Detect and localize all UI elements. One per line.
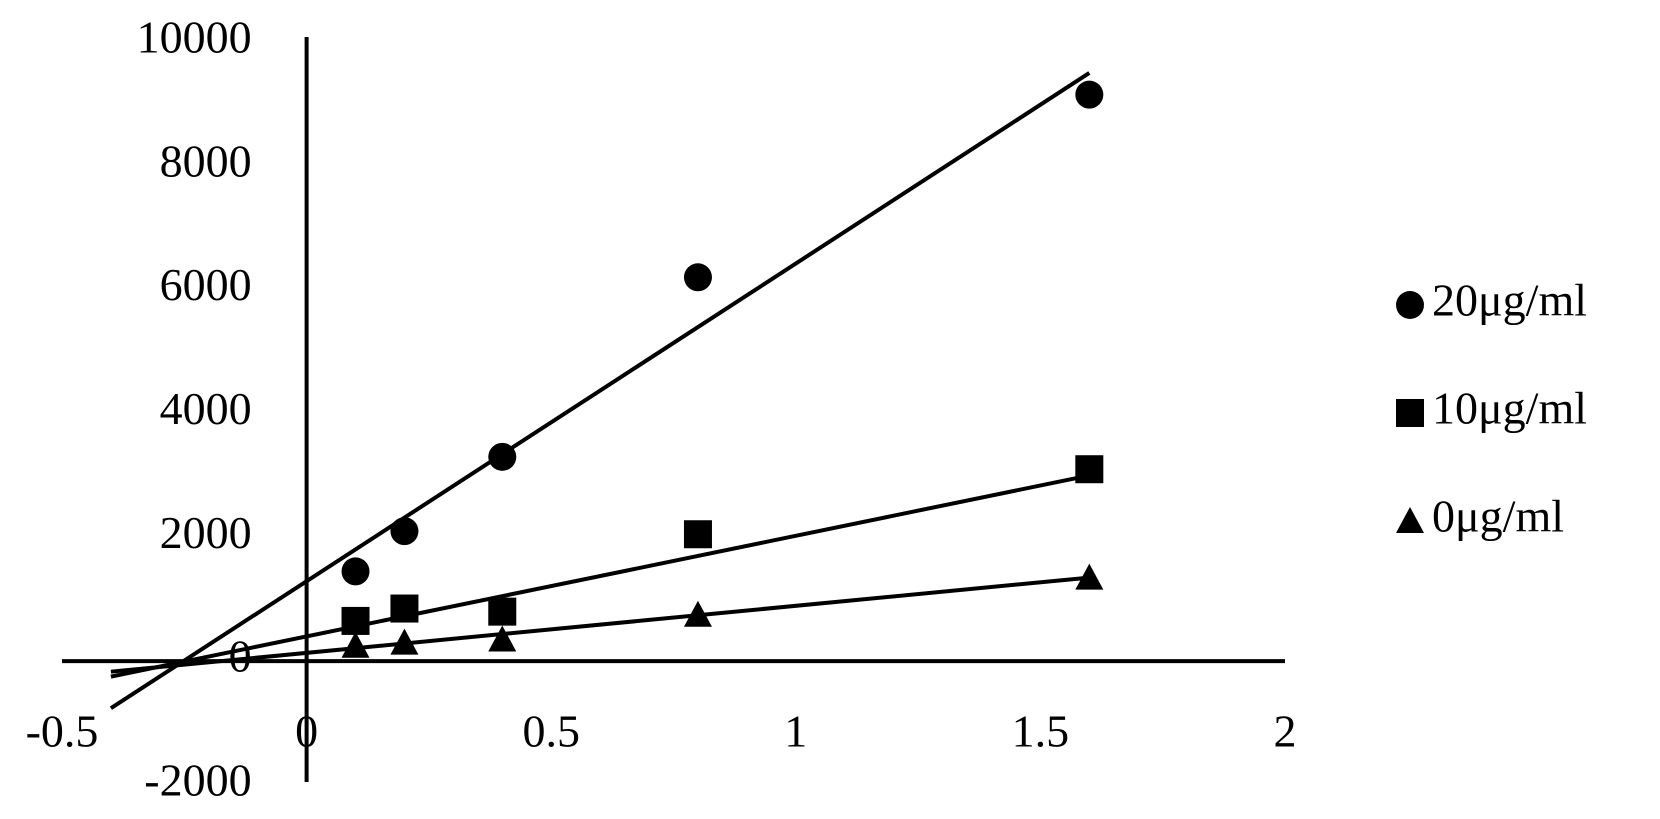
x-tick-label: 1.5 <box>1012 706 1070 757</box>
y-tick-label: 2000 <box>160 507 252 558</box>
point <box>683 520 712 549</box>
trend-line <box>110 473 1090 679</box>
point <box>488 625 517 652</box>
x-tick-label: 0 <box>295 706 318 757</box>
legend-label: 10μg/ml <box>1432 383 1587 434</box>
y-tick-label: 10000 <box>137 12 252 63</box>
y-tick-label: 6000 <box>160 259 252 310</box>
point <box>390 628 419 655</box>
point <box>1075 455 1104 484</box>
y-tick-label: 0 <box>229 631 252 682</box>
legend-marker <box>1396 399 1424 427</box>
point <box>341 557 370 586</box>
legend-label: 20μg/ml <box>1432 275 1587 326</box>
point <box>488 597 517 626</box>
x-tick-label: 1 <box>784 706 807 757</box>
point <box>390 594 419 623</box>
x-tick-label: 0.5 <box>522 706 580 757</box>
trend-line <box>109 71 1091 710</box>
point <box>1075 563 1104 590</box>
y-tick-label: -2000 <box>144 755 251 806</box>
legend-marker <box>1396 291 1424 319</box>
x-tick-label: 2 <box>1274 706 1297 757</box>
legend-marker <box>1396 507 1424 533</box>
x-tick-label: -0.5 <box>26 706 99 757</box>
point <box>341 606 370 635</box>
point <box>488 442 517 471</box>
y-tick-label: 8000 <box>160 135 252 186</box>
point <box>1075 80 1104 109</box>
point <box>683 600 712 627</box>
point <box>390 517 419 546</box>
y-tick-label: 4000 <box>160 383 252 434</box>
legend-label: 0μg/ml <box>1432 491 1564 542</box>
trend-line <box>110 575 1090 674</box>
point <box>341 631 370 658</box>
point <box>683 263 712 292</box>
